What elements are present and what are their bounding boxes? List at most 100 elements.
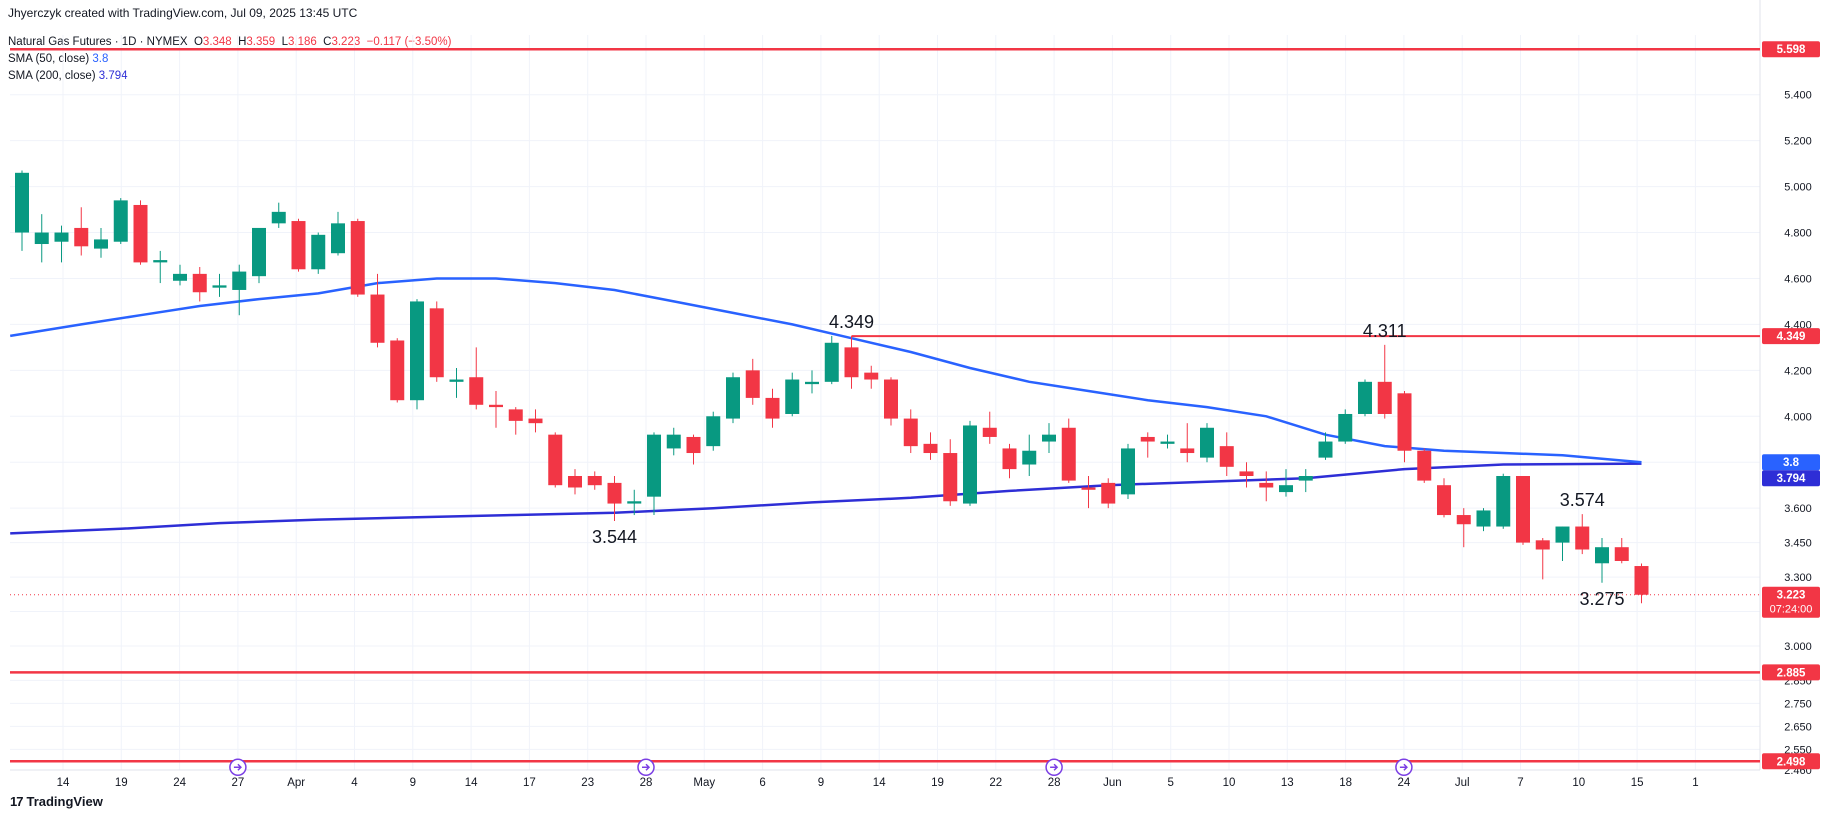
level-price-label-text: 4.349 [1777, 331, 1806, 343]
candle-body [1556, 527, 1570, 543]
candle [529, 409, 543, 432]
candle-body [509, 409, 523, 420]
candle-body [1378, 382, 1392, 414]
candle [1477, 508, 1491, 531]
x-tick-label: 22 [989, 777, 1002, 789]
level-price-label: 4.349 [1762, 328, 1820, 344]
sma50-price-label: 3.8 [1762, 454, 1820, 470]
candle [1101, 478, 1115, 508]
candle-body [1022, 451, 1036, 465]
candle [193, 267, 207, 301]
candle-body [193, 274, 207, 292]
candle [943, 439, 957, 506]
candle [35, 214, 49, 262]
y-tick-label: 3.300 [1784, 572, 1812, 584]
candle [766, 389, 780, 428]
candle [1082, 476, 1096, 508]
event-marker-icon[interactable] [1396, 759, 1412, 775]
event-marker-icon[interactable] [1046, 759, 1062, 775]
x-tick-label: 14 [57, 777, 70, 789]
candle [1615, 538, 1629, 563]
x-tick-label: 24 [173, 777, 186, 789]
candle-body [15, 173, 29, 233]
price-annotation: 3.574 [1560, 490, 1605, 510]
candle [1358, 380, 1372, 417]
candle-body [845, 347, 859, 377]
price-chart[interactable]: 2.4602.5502.6502.7502.8503.0003.1503.300… [0, 0, 1835, 790]
candle [726, 373, 740, 424]
candle [1200, 423, 1214, 462]
candle [450, 368, 464, 398]
candle [311, 233, 325, 274]
candle-body [1615, 547, 1629, 561]
candle-body [1121, 448, 1135, 494]
candle [1556, 527, 1570, 561]
x-tick-label: 14 [465, 777, 478, 789]
tradingview-brand[interactable]: 17 TradingView [10, 794, 103, 809]
y-tick-label: 2.650 [1784, 721, 1812, 733]
candle-body [548, 435, 562, 486]
candle [1496, 474, 1510, 529]
x-tick-label: 14 [873, 777, 886, 789]
candle [608, 476, 622, 521]
candle [74, 207, 88, 255]
candle [1220, 432, 1234, 476]
candle-body [213, 285, 227, 287]
candle [15, 171, 29, 251]
candle [292, 219, 306, 272]
candle-body [726, 377, 740, 418]
y-tick-label: 4.000 [1784, 411, 1812, 423]
candle [706, 412, 720, 451]
candle [509, 407, 523, 435]
x-tick-label: 23 [581, 777, 594, 789]
y-tick-label: 4.200 [1784, 365, 1812, 377]
x-tick-label: 19 [931, 777, 944, 789]
price-annotation: 4.311 [1363, 321, 1407, 341]
candle-body [450, 380, 464, 382]
x-tick-label: May [693, 777, 715, 789]
x-tick-label: 10 [1572, 777, 1585, 789]
candle-body [608, 483, 622, 504]
candle-body [568, 476, 582, 487]
candle [272, 203, 286, 228]
candle-body [55, 233, 69, 242]
x-tick-label: 24 [1398, 777, 1411, 789]
candle-body [489, 405, 503, 407]
level-price-label: 2.498 [1762, 753, 1820, 769]
level-price-label: 5.598 [1762, 41, 1820, 57]
y-tick-label: 4.600 [1784, 273, 1812, 285]
candle [1338, 409, 1352, 443]
candle-body [943, 453, 957, 501]
last-price-countdown: 07:24:00 [1770, 604, 1813, 616]
candle [173, 265, 187, 286]
y-tick-label: 5.400 [1784, 90, 1812, 102]
candle-body [272, 212, 286, 223]
sma200-price-label: 3.794 [1762, 470, 1820, 486]
candle [1417, 448, 1431, 482]
candle [1259, 471, 1273, 501]
price-annotation: 3.275 [1579, 589, 1624, 609]
candle [252, 228, 266, 283]
sma200-line [10, 464, 1641, 534]
candle [1595, 538, 1609, 583]
candle-body [74, 228, 88, 246]
candle [1062, 419, 1076, 483]
candle [1161, 435, 1175, 449]
candle-body [904, 419, 918, 447]
candle-body [469, 377, 483, 405]
candle [1575, 514, 1589, 554]
candle-body [1003, 448, 1017, 469]
candle [1121, 444, 1135, 499]
candle-body [1398, 393, 1412, 450]
candle-body [766, 398, 780, 419]
candle-body [1635, 566, 1649, 595]
candle [1180, 423, 1194, 462]
x-tick-label: 13 [1281, 777, 1294, 789]
event-marker-icon[interactable] [638, 759, 654, 775]
candle-body [647, 435, 661, 497]
event-marker-icon[interactable] [230, 759, 246, 775]
candle-body [410, 301, 424, 400]
candle-body [1496, 476, 1510, 527]
candle [805, 370, 819, 393]
candle-body [588, 476, 602, 485]
